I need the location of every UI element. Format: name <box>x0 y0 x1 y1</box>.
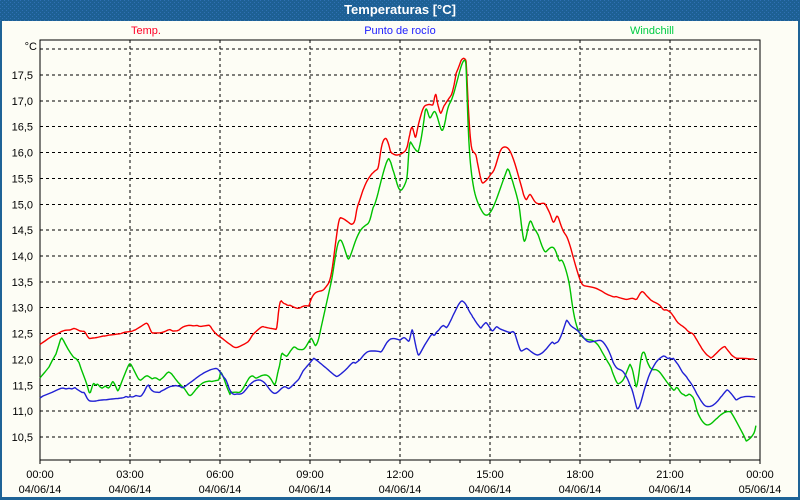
svg-text:15:00: 15:00 <box>476 469 504 481</box>
svg-text:05/06/14: 05/06/14 <box>739 484 782 496</box>
svg-text:04/06/14: 04/06/14 <box>559 484 602 496</box>
svg-text:21:00: 21:00 <box>656 469 684 481</box>
svg-text:14,0: 14,0 <box>12 251 33 263</box>
svg-text:11,5: 11,5 <box>12 380 33 392</box>
svg-text:00:00: 00:00 <box>746 469 774 481</box>
svg-text:13,0: 13,0 <box>12 303 33 315</box>
svg-text:12:00: 12:00 <box>386 469 414 481</box>
svg-text:03:00: 03:00 <box>116 469 144 481</box>
svg-text:06:00: 06:00 <box>206 469 234 481</box>
svg-text:12,5: 12,5 <box>12 329 33 341</box>
svg-text:11,0: 11,0 <box>12 406 33 418</box>
svg-text:04/06/14: 04/06/14 <box>379 484 422 496</box>
svg-text:18:00: 18:00 <box>566 469 594 481</box>
svg-text:°C: °C <box>25 41 37 53</box>
svg-text:16,0: 16,0 <box>12 148 33 160</box>
svg-text:04/06/14: 04/06/14 <box>469 484 512 496</box>
svg-text:13,5: 13,5 <box>12 277 33 289</box>
svg-text:17,0: 17,0 <box>12 96 33 108</box>
svg-text:16,5: 16,5 <box>12 122 33 134</box>
svg-text:14,5: 14,5 <box>12 225 33 237</box>
svg-text:15,0: 15,0 <box>12 199 33 211</box>
svg-text:10,5: 10,5 <box>12 432 33 444</box>
svg-text:12,0: 12,0 <box>12 355 33 367</box>
svg-text:04/06/14: 04/06/14 <box>289 484 332 496</box>
svg-text:15,5: 15,5 <box>12 173 33 185</box>
svg-text:04/06/14: 04/06/14 <box>199 484 242 496</box>
svg-text:09:00: 09:00 <box>296 469 324 481</box>
svg-text:04/06/14: 04/06/14 <box>19 484 62 496</box>
svg-text:00:00: 00:00 <box>26 469 54 481</box>
svg-text:17,5: 17,5 <box>12 70 33 82</box>
svg-text:04/06/14: 04/06/14 <box>109 484 152 496</box>
svg-text:04/06/14: 04/06/14 <box>649 484 692 496</box>
